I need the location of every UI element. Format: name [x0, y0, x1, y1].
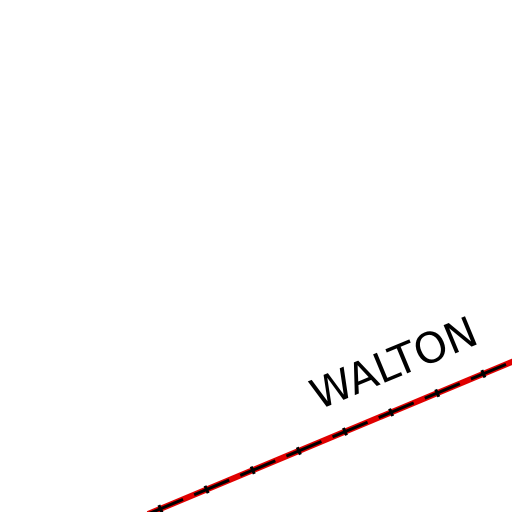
railway-dashes: [148, 360, 512, 512]
